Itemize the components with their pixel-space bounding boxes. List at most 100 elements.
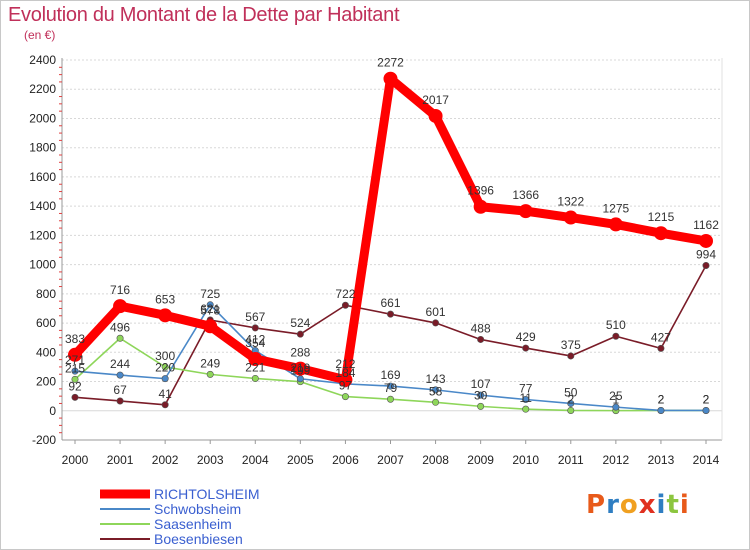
data-label: 2 [567, 392, 574, 406]
data-label: 412 [245, 333, 265, 347]
x-tick-label: 2007 [377, 453, 404, 467]
data-point [386, 310, 394, 318]
data-point [657, 344, 665, 352]
series-points [68, 71, 713, 415]
data-label: 219 [290, 361, 310, 375]
data-label: 77 [519, 382, 533, 396]
y-tick-label: -200 [32, 433, 56, 447]
data-point [477, 391, 485, 399]
data-point [113, 299, 128, 314]
data-point [428, 108, 443, 123]
data-label: 429 [516, 330, 536, 344]
data-label: 41 [158, 387, 172, 401]
legend-label: Boesenbiesen [154, 531, 243, 547]
data-label: 1215 [648, 210, 675, 224]
data-label: 496 [110, 320, 130, 334]
data-point [341, 393, 349, 401]
data-label: 510 [606, 318, 626, 332]
y-tick-label: 1000 [29, 258, 56, 272]
data-label: 11 [519, 391, 532, 405]
x-tick-label: 2006 [332, 453, 359, 467]
legend-label: RICHTOLSHEIM [154, 486, 260, 502]
data-label: 212 [335, 357, 355, 371]
data-label: 488 [471, 321, 491, 335]
data-label: 1275 [603, 201, 630, 215]
proxiti-logo: Proxiti [586, 490, 690, 520]
data-point [473, 199, 488, 214]
data-label: 725 [200, 287, 220, 301]
data-label: 143 [426, 372, 446, 386]
y-tick-label: 2400 [29, 53, 56, 67]
data-label: 578 [200, 303, 220, 317]
x-tick-label: 2011 [558, 453, 584, 467]
data-point [432, 386, 440, 394]
data-label: 249 [200, 356, 220, 370]
x-tick-label: 2002 [152, 453, 179, 467]
data-label: 354 [245, 336, 265, 350]
x-tick-label: 2005 [287, 453, 314, 467]
legend-label: Saasenheim [154, 516, 232, 532]
data-label: 50 [564, 385, 578, 399]
data-label: 1396 [467, 184, 494, 198]
data-label: 383 [65, 332, 85, 346]
data-point [653, 226, 668, 241]
data-point [608, 217, 623, 232]
y-tick-label: 800 [36, 287, 56, 301]
data-label: 79 [384, 381, 398, 395]
data-point [296, 330, 304, 338]
data-label: 621 [200, 302, 220, 316]
x-tick-label: 2010 [512, 453, 539, 467]
data-label: 244 [110, 357, 130, 371]
data-point [522, 344, 530, 352]
data-point [206, 301, 214, 309]
x-tick-label: 2014 [693, 453, 720, 467]
data-label: 220 [155, 361, 175, 375]
y-tick-label: 0 [49, 404, 56, 418]
data-point [386, 382, 394, 390]
data-point [567, 352, 575, 360]
x-tick-label: 2008 [422, 453, 449, 467]
data-label: 2272 [377, 56, 404, 70]
data-point [432, 319, 440, 327]
data-point [161, 363, 169, 371]
data-label: 716 [110, 283, 130, 297]
y-tick-label: 600 [36, 316, 56, 330]
data-label: 221 [245, 360, 265, 374]
data-point [699, 233, 713, 248]
data-label: 427 [651, 330, 671, 344]
data-label: 653 [155, 292, 175, 306]
data-label: 288 [290, 346, 310, 360]
data-label: 1366 [512, 188, 539, 202]
data-point [386, 395, 394, 403]
y-tick-label: 1600 [29, 170, 56, 184]
data-point [383, 71, 398, 86]
data-label: 722 [335, 287, 355, 301]
data-point [293, 361, 308, 376]
data-label: 1 [613, 393, 620, 407]
y-tick-label: 1400 [29, 199, 56, 213]
x-tick-label: 2000 [62, 453, 89, 467]
data-point [71, 367, 79, 375]
data-point [161, 375, 169, 383]
data-label: 524 [290, 316, 310, 330]
data-label: 107 [471, 377, 491, 391]
data-label: 300 [155, 349, 175, 363]
data-label: 184 [335, 366, 355, 380]
data-label: 994 [696, 247, 716, 261]
data-point [612, 403, 620, 411]
data-point [702, 406, 710, 414]
data-label: 661 [380, 296, 400, 310]
data-point [338, 372, 353, 387]
data-point [522, 396, 530, 404]
data-label: 2 [703, 392, 710, 406]
data-point [563, 210, 578, 225]
y-tick-label: 1200 [29, 228, 56, 242]
data-point [251, 374, 259, 382]
x-tick-label: 2012 [603, 453, 630, 467]
y-tick-label: 200 [36, 375, 56, 389]
data-point [68, 347, 82, 362]
data-point [522, 405, 530, 413]
y-tick-label: 1800 [29, 141, 56, 155]
legend-label: Schwobsheim [154, 501, 241, 517]
